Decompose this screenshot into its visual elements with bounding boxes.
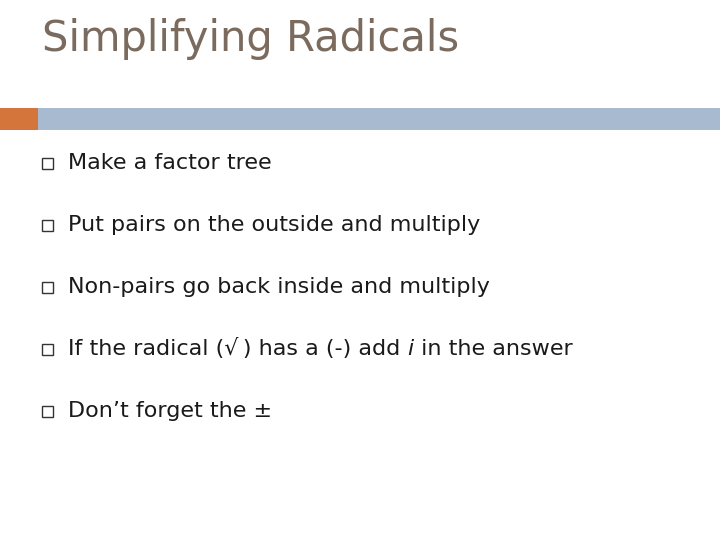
Text: Don’t forget the ±: Don’t forget the ±	[68, 401, 272, 421]
Bar	[42, 158, 53, 168]
Text: i: i	[408, 339, 413, 359]
Text: Non-pairs go back inside and multiply: Non-pairs go back inside and multiply	[68, 277, 490, 297]
Text: Put pairs on the outside and multiply: Put pairs on the outside and multiply	[68, 215, 480, 235]
Text: in the answer: in the answer	[413, 339, 572, 359]
Bar	[42, 406, 53, 416]
Bar	[42, 219, 53, 231]
Bar	[38, 108, 720, 130]
Bar	[0, 108, 38, 130]
Text: If the radical (√ ) has a (-) add: If the radical (√ ) has a (-) add	[68, 339, 408, 360]
Text: Simplifying Radicals: Simplifying Radicals	[42, 18, 459, 60]
Bar	[42, 281, 53, 293]
Bar	[42, 343, 53, 354]
Text: Make a factor tree: Make a factor tree	[68, 153, 271, 173]
